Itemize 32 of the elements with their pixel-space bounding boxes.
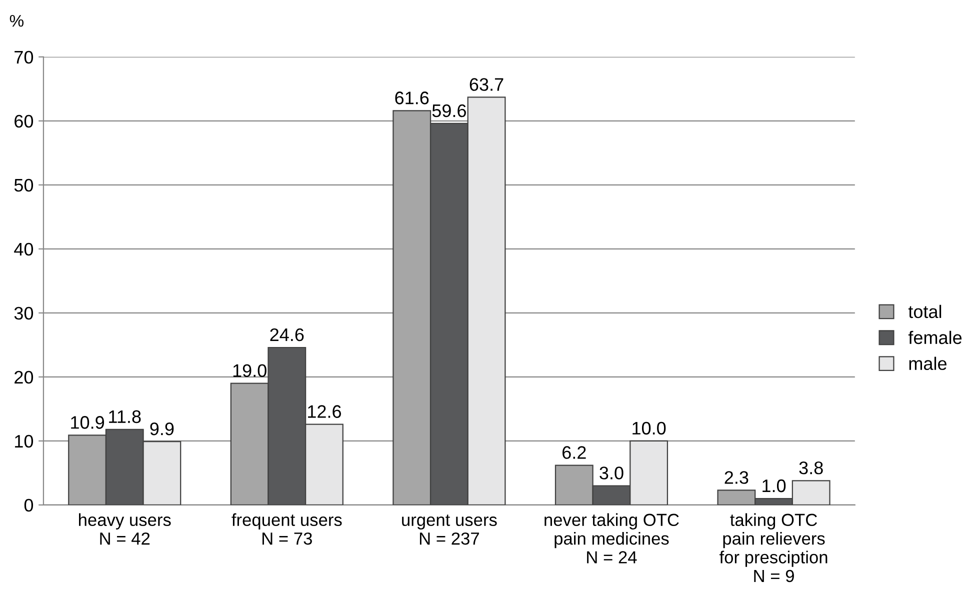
legend-label: male xyxy=(909,356,946,370)
y-tick-label: 50 xyxy=(14,178,34,192)
data-label: 3.0 xyxy=(600,466,624,480)
data-label: 3.8 xyxy=(799,462,823,474)
data-label: 11.8 xyxy=(109,410,141,424)
x-tick-label: never taking OTC pain medicines N = 24 xyxy=(544,513,679,564)
data-label: 59.6 xyxy=(432,104,466,118)
data-label: 1.0 xyxy=(762,479,786,492)
y-tick-label: 70 xyxy=(14,50,34,64)
data-label: 19.0 xyxy=(233,364,266,377)
data-label: 9.9 xyxy=(150,422,174,436)
data-label: 10.0 xyxy=(632,422,666,435)
x-tick-label: heavy users N = 42 xyxy=(79,513,171,545)
data-label: 61.6 xyxy=(395,92,429,104)
data-label: 10.9 xyxy=(71,416,104,429)
data-label: 12.6 xyxy=(308,405,342,418)
data-label: 2.3 xyxy=(724,471,748,484)
x-tick-label: frequent users N = 73 xyxy=(232,513,342,545)
x-tick-label: urgent users N = 237 xyxy=(402,514,497,545)
y-tick-label: 20 xyxy=(14,370,34,384)
y-tick-label: 40 xyxy=(14,242,34,256)
data-label: 6.2 xyxy=(562,446,586,459)
legend-label: total xyxy=(908,304,942,318)
y-axis-title: % xyxy=(10,15,24,27)
y-tick-label: 10 xyxy=(15,434,34,448)
data-label: 63.7 xyxy=(470,78,504,91)
legend-label: female xyxy=(908,330,962,344)
y-tick-label: 60 xyxy=(14,114,34,128)
y-tick-label: 0 xyxy=(24,498,34,512)
data-label: 24.6 xyxy=(270,328,304,342)
y-tick-label: 30 xyxy=(14,306,34,320)
x-tick-label: taking OTC pain relievers for presciption N = 9 xyxy=(719,513,828,582)
